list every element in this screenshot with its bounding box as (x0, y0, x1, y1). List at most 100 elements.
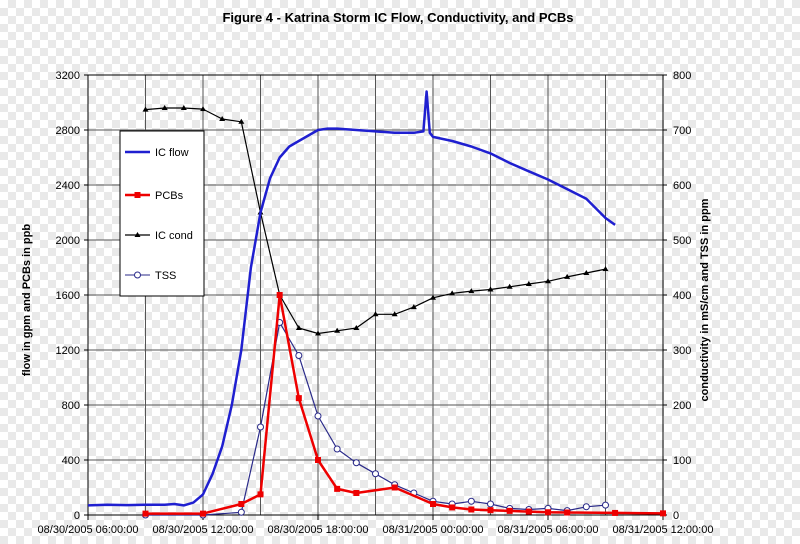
chart-title: Figure 4 - Katrina Storm IC Flow, Conduc… (222, 10, 573, 25)
left-tick-label: 3200 (56, 70, 80, 82)
legend-label-pcbs: PCBs (155, 190, 184, 202)
legend-label-tss: TSS (155, 270, 176, 282)
data-point-ic-cond (219, 116, 226, 121)
data-point-ic-cond (238, 118, 245, 124)
data-point-ic-cond (487, 286, 494, 292)
x-tick-label: 08/31/2005 00:00:00 (383, 524, 484, 536)
data-point-pcbs (525, 508, 532, 515)
data-point-tss (582, 503, 590, 511)
data-point-tss (333, 445, 341, 453)
left-tick-label: 0 (74, 510, 80, 522)
x-tick-label: 08/30/2005 18:00:00 (268, 524, 369, 536)
data-point-ic-cond (161, 105, 168, 110)
data-point-tss (602, 501, 609, 509)
right-tick-label: 300 (673, 345, 691, 357)
data-point-ic-cond (391, 311, 398, 317)
data-point-pcbs (430, 501, 436, 507)
data-point-pcbs (545, 509, 551, 516)
data-point-ic-cond (410, 304, 417, 310)
legend-item-ic-cond: IC cond (125, 230, 193, 242)
data-point-pcbs (660, 510, 666, 517)
x-tick-label: 08/31/2005 12:00:00 (613, 524, 714, 536)
data-point-ic-cond (583, 270, 590, 275)
data-point-tss (314, 412, 322, 420)
data-point-ic-cond (295, 325, 302, 330)
data-point-ic-cond (564, 273, 571, 279)
data-point-pcbs (142, 510, 149, 517)
right-tick-label: 100 (673, 455, 691, 467)
legend-marker-pcbs (134, 192, 141, 198)
data-point-pcbs (487, 507, 494, 514)
data-point-pcbs (391, 484, 398, 491)
right-tick-label: 800 (673, 70, 691, 82)
series-line-tss (145, 321, 606, 516)
data-point-pcbs (200, 510, 206, 517)
legend: IC flow PCBs IC cond TSS (119, 130, 205, 297)
data-point-tss (257, 423, 264, 431)
x-axis: 08/30/2005 06:00:00 08/30/2005 12:00:00 08… (38, 515, 714, 536)
left-tick-label: 2800 (56, 125, 80, 137)
x-tick-label: 08/31/2005 06:00:00 (498, 524, 599, 536)
data-point-ic-cond (449, 290, 456, 296)
y-axis-left-label: flow in gpm and PCBs in ppb (21, 224, 33, 376)
data-point-ic-cond (200, 106, 206, 112)
right-tick-label: 500 (673, 235, 691, 247)
legend-label-ic-cond: IC cond (155, 230, 193, 242)
right-tick-label: 700 (673, 125, 691, 137)
x-tick-label: 08/30/2005 06:00:00 (38, 524, 139, 536)
data-point-pcbs (276, 292, 283, 298)
data-point-ic-cond (180, 105, 187, 110)
data-point-pcbs (295, 395, 302, 402)
data-point-ic-cond (506, 283, 513, 289)
data-point-pcbs (612, 509, 619, 516)
data-point-pcbs (506, 507, 513, 514)
legend-marker-tss (134, 271, 141, 279)
right-tick-label: 600 (673, 180, 691, 192)
legend-item-ic-flow: IC flow (125, 147, 189, 159)
data-point-ic-cond (602, 266, 609, 272)
data-point-pcbs (468, 506, 475, 513)
series-pcbs (142, 292, 666, 517)
data-point-tss (352, 459, 360, 467)
left-tick-label: 2000 (56, 235, 80, 247)
data-point-pcbs (353, 490, 360, 496)
data-point-tss (487, 500, 494, 508)
legend-marker-ic-cond (134, 232, 141, 237)
left-tick-label: 800 (62, 400, 80, 412)
data-point-ic-cond (468, 288, 475, 294)
series-ic-flow (87, 90, 616, 507)
data-point-ic-cond (372, 311, 379, 317)
right-tick-label: 0 (673, 510, 679, 522)
x-tick-label: 08/30/2005 12:00:00 (153, 524, 254, 536)
legend-box (119, 130, 205, 297)
series-layer (87, 90, 666, 519)
data-point-ic-cond (142, 106, 149, 112)
data-point-tss (237, 508, 245, 516)
data-point-ic-cond (315, 330, 321, 336)
left-axis: 0 400 800 1200 1600 2000 2400 2800 3200 (56, 70, 88, 522)
data-point-tss (467, 497, 475, 505)
data-point-tss (372, 470, 379, 478)
legend-item-tss: TSS (125, 270, 176, 282)
series-line-pcbs (145, 293, 664, 515)
right-tick-label: 400 (673, 290, 691, 302)
legend-item-pcbs: PCBs (125, 190, 184, 202)
data-point-ic-cond (353, 325, 360, 330)
legend-label-ic-flow: IC flow (155, 147, 189, 159)
data-point-pcbs (334, 485, 341, 492)
data-point-ic-cond (545, 278, 551, 284)
data-point-pcbs (238, 501, 245, 507)
y-axis-right-label: conductivity in mS/cm and TSS in ppm (699, 198, 711, 401)
right-axis: 0 100 200 300 400 500 600 700 800 (663, 70, 691, 522)
right-tick-label: 200 (673, 400, 691, 412)
left-tick-label: 400 (62, 455, 80, 467)
left-tick-label: 1200 (56, 345, 80, 357)
data-point-pcbs (257, 491, 264, 498)
data-point-ic-cond (334, 327, 341, 333)
series-line-ic-flow (87, 90, 616, 507)
data-point-tss (295, 352, 303, 359)
data-point-pcbs (315, 457, 321, 463)
left-tick-label: 2400 (56, 180, 80, 192)
